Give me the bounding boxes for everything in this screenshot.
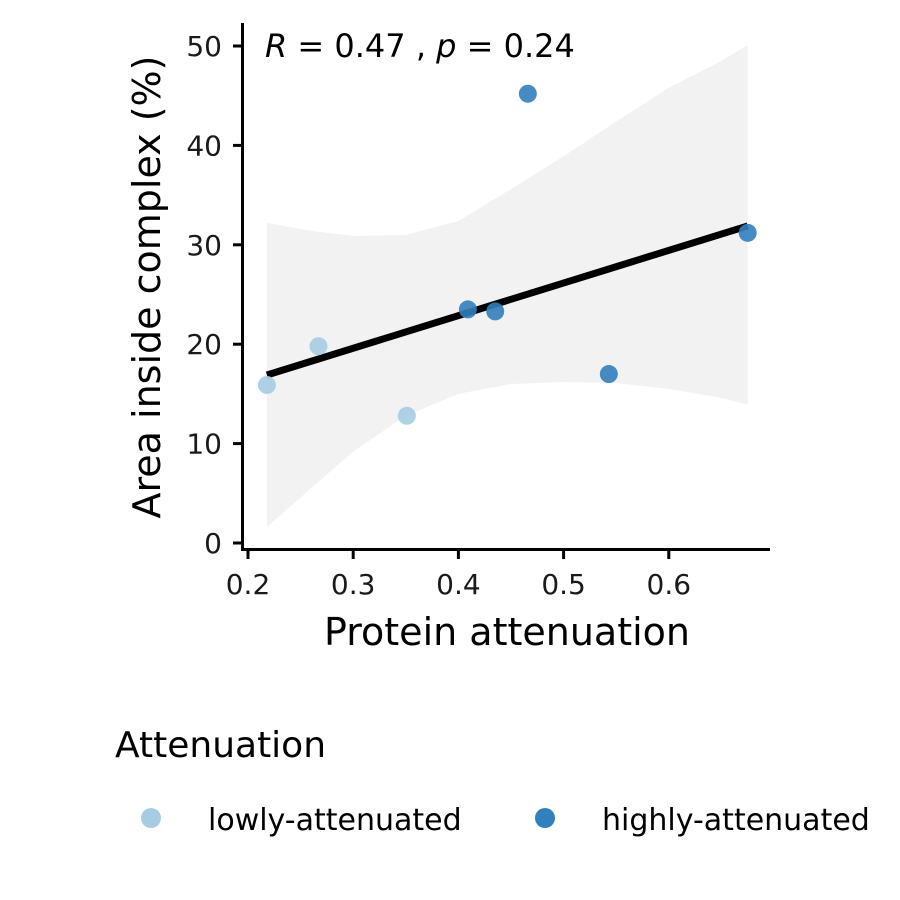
point-lowly-attenuated-3 bbox=[397, 406, 416, 425]
x-tick-label-0.3: 0.3 bbox=[331, 568, 376, 601]
point-highly-attenuated-2 bbox=[486, 302, 505, 321]
x-tick-label-0.2: 0.2 bbox=[226, 568, 271, 601]
y-tick-label-40: 40 bbox=[186, 129, 222, 162]
r-p-annotation: R = 0.47 , p = 0.24 bbox=[265, 27, 575, 65]
p-symbol: p bbox=[435, 27, 456, 65]
x-tick-label-0.5: 0.5 bbox=[541, 568, 586, 601]
y-tick-label-20: 20 bbox=[186, 328, 222, 361]
y-tick-label-50: 50 bbox=[186, 30, 222, 63]
legend-title: Attenuation bbox=[115, 725, 326, 766]
y-axis-title: Area inside complex (%) bbox=[125, 56, 169, 519]
y-tick-label-30: 30 bbox=[186, 229, 222, 262]
point-highly-attenuated-5 bbox=[738, 223, 757, 242]
y-tick-label-0: 0 bbox=[204, 527, 222, 560]
point-highly-attenuated-1 bbox=[458, 300, 477, 319]
y-tick-label-10: 10 bbox=[186, 428, 222, 461]
data-points bbox=[257, 84, 757, 425]
x-axis-ticks: 0.2 0.3 0.4 0.5 0.6 bbox=[226, 550, 691, 601]
confidence-band bbox=[266, 45, 748, 528]
x-tick-label-0.6: 0.6 bbox=[647, 568, 692, 601]
legend-label-lowly-attenuated: lowly-attenuated bbox=[208, 803, 462, 838]
legend-marker-highly-attenuated bbox=[535, 808, 555, 828]
y-axis-ticks: 0 10 20 30 40 50 bbox=[186, 30, 242, 560]
p-value: = 0.24 bbox=[456, 27, 574, 65]
point-lowly-attenuated-2 bbox=[309, 337, 328, 356]
point-lowly-attenuated-1 bbox=[257, 375, 276, 394]
r-value: = 0.47 , bbox=[287, 27, 436, 65]
point-highly-attenuated-4 bbox=[599, 365, 618, 384]
point-highly-attenuated-3 bbox=[518, 84, 537, 103]
regression-line bbox=[265, 222, 749, 379]
r-symbol: R bbox=[265, 27, 287, 65]
x-axis-title: Protein attenuation bbox=[324, 610, 690, 654]
x-tick-label-0.4: 0.4 bbox=[436, 568, 481, 601]
legend-label-highly-attenuated: highly-attenuated bbox=[602, 803, 870, 838]
legend-marker-lowly-attenuated bbox=[141, 808, 161, 828]
